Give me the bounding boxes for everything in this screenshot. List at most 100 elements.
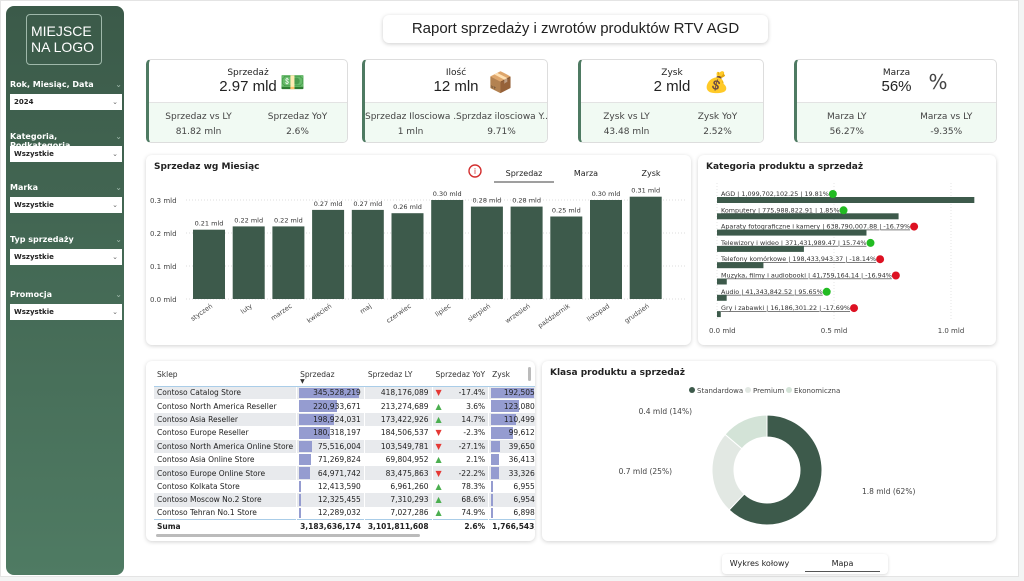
cell-text: Contoso Tehran No.1 Store xyxy=(157,508,257,518)
legend-standardowa[interactable]: Standardowa xyxy=(697,387,743,395)
table-row[interactable]: Contoso Catalog Store 345,528,219 418,176,… xyxy=(154,386,535,400)
table-row[interactable]: Contoso Europe Reseller 180,318,197 184,50… xyxy=(154,426,535,440)
chart-title: Kategoria produktu a sprzedaż xyxy=(706,162,864,172)
table-row[interactable]: Contoso Tehran No.1 Store 12,289,032 7,027… xyxy=(154,506,535,520)
cell-sklep: Contoso Europe Reseller xyxy=(154,426,298,440)
filter-dropdown[interactable]: Wszystkie ⌄ xyxy=(10,146,122,162)
bar-category[interactable] xyxy=(717,197,975,203)
data-bar xyxy=(299,427,331,439)
slice-standardowa[interactable] xyxy=(728,414,823,526)
info-icon[interactable] xyxy=(468,164,482,178)
bar-luty[interactable] xyxy=(232,226,265,299)
column-header[interactable]: Sprzedaz LY xyxy=(364,367,433,387)
cell-text: 68.6% xyxy=(461,495,486,505)
table-row[interactable]: Contoso Asia Online Store 71,269,824 69,80… xyxy=(154,452,535,467)
data-label: 0.30 mld xyxy=(592,190,621,198)
tab-mapa[interactable]: Mapa xyxy=(805,554,880,572)
category-label[interactable]: Aparaty fotograficzne i kamery | 638,790… xyxy=(721,223,910,231)
category-label[interactable]: Gry i zabawki | 16,186,301.22 | -17.69% xyxy=(721,304,850,312)
data-label: 0.22 mld xyxy=(234,216,263,224)
category-label[interactable]: Audio | 41,343,842.52 | 95.65% xyxy=(721,288,823,296)
filter-label-text: Kategoria, Podkategoria xyxy=(10,132,71,150)
bar-czerwiec[interactable] xyxy=(391,213,424,299)
filter-dropdown[interactable]: Wszystkie ⌄ xyxy=(10,304,122,320)
chevron-down-icon: ⌄ xyxy=(112,150,118,158)
filter-dropdown[interactable]: Wszystkie ⌄ xyxy=(10,249,122,265)
filter-value: 2024 xyxy=(14,98,34,106)
y-tick-label: 0.3 mld xyxy=(150,197,177,205)
bar-styczeń[interactable] xyxy=(193,229,225,299)
triangle-down-icon: ▼ xyxy=(435,441,442,451)
kpi-name: Marza xyxy=(882,68,911,78)
filter-1: Kategoria, Podkategoria ⌄ Wszystkie ⌄ xyxy=(10,132,122,162)
filter-dropdown[interactable]: 2024 ⌄ xyxy=(10,94,122,110)
category-label[interactable]: AGD | 1,099,702,102.25 | 19.81% xyxy=(721,190,829,198)
bar-category[interactable] xyxy=(717,229,867,236)
bar-grudzień[interactable] xyxy=(629,196,662,299)
data-label: 0.28 mld xyxy=(512,197,541,205)
category-label[interactable]: Telewizory i wideo | 371,431,989.47 | 15… xyxy=(720,239,867,247)
x-tick-label: czerwiec xyxy=(385,302,413,325)
bar-sierpień[interactable] xyxy=(470,206,503,299)
bar-październik[interactable] xyxy=(550,216,583,300)
status-down-dot-icon xyxy=(850,304,859,313)
vertical-scrollbar[interactable] xyxy=(528,367,531,381)
total-cell: Suma xyxy=(154,519,298,534)
bar-category[interactable] xyxy=(717,294,727,301)
chevron-down-icon: ⌄ xyxy=(112,201,118,209)
slice-ekonomiczna[interactable] xyxy=(724,414,768,450)
category-label[interactable]: Komputery | 775,988,822.91 | 1.85% xyxy=(721,206,840,214)
bar-category[interactable] xyxy=(717,278,727,285)
bar-maj[interactable] xyxy=(351,209,384,299)
total-text: 2.6% xyxy=(464,522,486,532)
cell-sprzedaz-yoy: ▼ -17.4% xyxy=(432,386,490,400)
bar-listopad[interactable] xyxy=(590,200,622,299)
data-label: 0.26 mld xyxy=(393,203,422,211)
bar-kwiecień[interactable] xyxy=(312,209,345,299)
table-row[interactable]: Contoso Kolkata Store 12,413,590 6,961,260… xyxy=(154,479,535,494)
bar-category[interactable] xyxy=(717,245,804,252)
total-text: 1,766,543, xyxy=(492,522,535,532)
bar-wrzesień[interactable] xyxy=(510,206,543,299)
cell-text: 74.9% xyxy=(461,508,486,518)
chevron-down-icon[interactable]: ⌄ xyxy=(115,235,122,244)
tab-sprzedaz[interactable]: Sprzedaz xyxy=(506,169,543,178)
column-header[interactable]: Zysk xyxy=(488,367,535,387)
chevron-down-icon[interactable]: ⌄ xyxy=(115,290,122,299)
table-row[interactable]: Contoso Asia Reseller 198,924,031 173,422,… xyxy=(154,412,535,427)
bar-marzec[interactable] xyxy=(272,226,305,299)
column-header[interactable]: Sklep xyxy=(154,367,298,387)
filter-dropdown[interactable]: Wszystkie ⌄ xyxy=(10,197,122,213)
table-row[interactable]: Contoso North America Reseller 220,933,67… xyxy=(154,399,535,413)
bar-category[interactable] xyxy=(717,262,764,269)
chevron-down-icon: ⌄ xyxy=(112,308,118,316)
cell-sprzedaz-ly: 6,961,260 xyxy=(364,479,433,494)
cell-sprzedaz: 12,413,590 xyxy=(296,479,365,494)
data-label: 0.27 mld xyxy=(353,200,382,208)
category-label[interactable]: Muzyka, filmy i audiobooki | 41,759,164.… xyxy=(721,272,892,280)
bar-lipiec[interactable] xyxy=(431,200,464,299)
kpi-card-2: Zysk 2 mld 💰 Zysk vs LY 43.48 mln Zysk YoY 2.5… xyxy=(578,59,764,143)
horizontal-scrollbar[interactable] xyxy=(156,534,420,537)
table-row[interactable]: Contoso Europe Online Store 64,971,742 83,… xyxy=(154,466,535,480)
legend-ekonomiczna[interactable]: Ekonomiczna xyxy=(794,387,840,395)
tab-marza[interactable]: Marza xyxy=(574,169,598,178)
table-row[interactable]: Contoso Moscow No.2 Store 12,325,455 7,310… xyxy=(154,493,535,507)
chevron-down-icon[interactable]: ⌄ xyxy=(115,183,122,192)
chevron-down-icon[interactable]: ⌄ xyxy=(115,132,122,141)
column-header[interactable]: Sprzedaz YoY xyxy=(432,367,490,387)
table-row[interactable]: Contoso North America Online Store 75,516… xyxy=(154,439,535,453)
legend-premium[interactable]: Premium xyxy=(753,387,784,395)
column-header[interactable]: Sprzedaz ▼ xyxy=(296,367,365,387)
bar-category[interactable] xyxy=(717,213,899,220)
bar-category[interactable] xyxy=(717,311,721,318)
tab-zysk[interactable]: Zysk xyxy=(641,169,660,178)
category-label[interactable]: Telefony komórkowe | 198,433,943.37 | -1… xyxy=(720,255,876,263)
tab-wykres-kołowy[interactable]: Wykres kołowy xyxy=(722,554,797,574)
cell-text: 123,080, xyxy=(503,401,535,411)
data-label: 0.31 mld xyxy=(631,187,660,195)
chevron-down-icon[interactable]: ⌄ xyxy=(115,80,122,89)
cell-sklep: Contoso Kolkata Store xyxy=(154,479,298,494)
cell-sprzedaz: 71,269,824 xyxy=(296,452,365,467)
kpi-sub-metric: Sprzedaz Ilosciowa ... 1 mln xyxy=(365,103,456,142)
